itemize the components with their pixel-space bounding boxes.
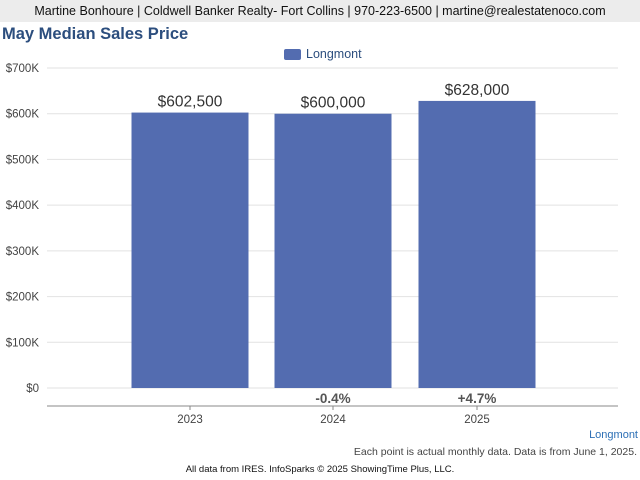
footer-series-label[interactable]: Longmont bbox=[589, 429, 638, 441]
bar-change-label: +4.7% bbox=[458, 391, 497, 406]
bar-change-label: -0.4% bbox=[315, 391, 350, 406]
bar-value-label: $628,000 bbox=[445, 82, 510, 99]
agent-contact-bar: Martine Bonhoure | Coldwell Banker Realt… bbox=[0, 0, 640, 22]
chart-title: May Median Sales Price bbox=[2, 25, 189, 43]
y-tick-label: $0 bbox=[26, 383, 39, 395]
legend-label: Longmont bbox=[306, 47, 362, 61]
y-tick-label: $500K bbox=[6, 154, 40, 166]
y-tick-label: $700K bbox=[6, 63, 40, 75]
x-tick-label: 2023 bbox=[177, 414, 203, 426]
bar bbox=[131, 112, 249, 389]
bar-value-label: $602,500 bbox=[158, 94, 223, 111]
bar bbox=[274, 113, 392, 388]
y-tick-label: $200K bbox=[6, 292, 40, 304]
footer-data-note: Each point is actual monthly data. Data … bbox=[353, 446, 637, 458]
x-tick-label: 2024 bbox=[320, 414, 346, 426]
bar bbox=[418, 100, 536, 389]
y-tick-label: $300K bbox=[6, 246, 40, 258]
footer-credit: All data from IRES. InfoSparks © 2025 Sh… bbox=[185, 464, 455, 475]
legend-swatch bbox=[284, 48, 301, 60]
x-tick-label: 2025 bbox=[464, 414, 490, 426]
y-tick-label: $100K bbox=[6, 337, 40, 349]
y-tick-label: $400K bbox=[6, 200, 40, 212]
y-tick-label: $600K bbox=[6, 109, 40, 121]
bar-value-label: $600,000 bbox=[301, 95, 366, 112]
chart-legend[interactable]: Longmont bbox=[284, 46, 362, 62]
